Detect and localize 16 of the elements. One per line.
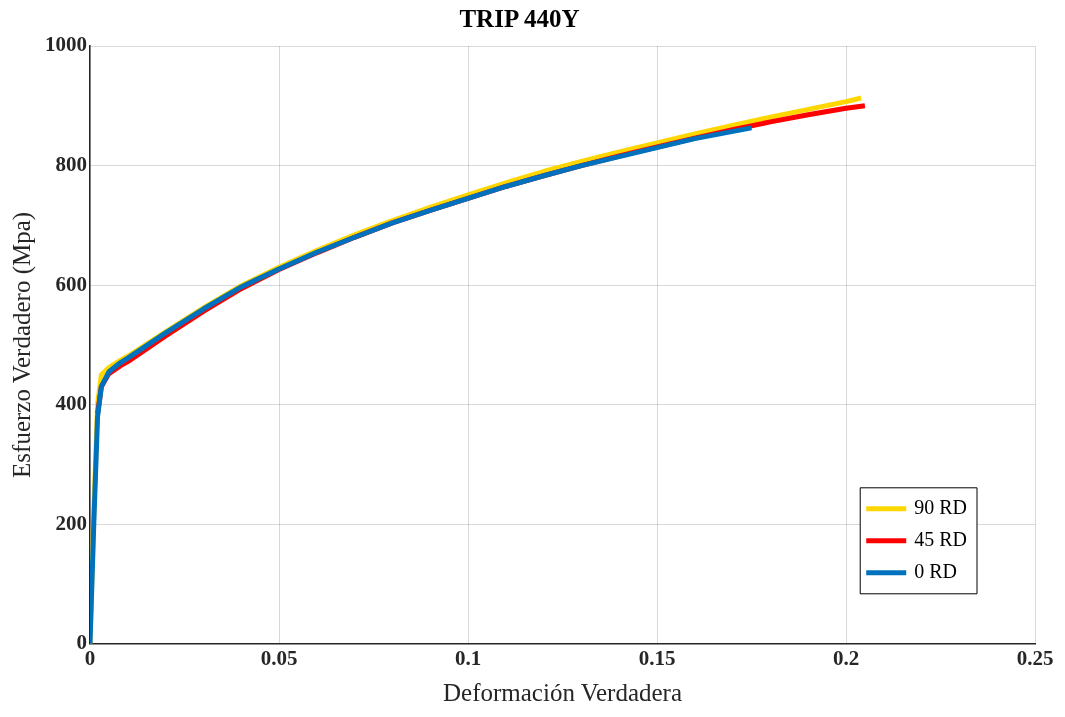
legend-label: 90 RD (914, 496, 968, 519)
x-axis-title: Deformación Verdadera (442, 678, 683, 706)
y-tick-label: 800 (55, 151, 87, 176)
x-tick-label: 0.15 (638, 645, 676, 670)
y-tick-label: 200 (55, 510, 87, 535)
y-tick-label: 600 (55, 271, 87, 296)
y-tick-label: 400 (55, 391, 87, 416)
legend-label: 45 RD (914, 528, 968, 551)
x-tick-label: 0.25 (1016, 645, 1054, 670)
y-tick-label: 1000 (45, 32, 87, 57)
chart-title: TRIP 440Y (459, 5, 580, 33)
x-tick-label: 0.05 (260, 645, 298, 670)
x-tick-label: 0.2 (832, 645, 860, 670)
legend-label: 0 RD (914, 560, 958, 583)
x-tick-label: 0.1 (454, 645, 482, 670)
y-axis-title: Esfuerzo Verdadero (Mpa) (7, 211, 36, 478)
